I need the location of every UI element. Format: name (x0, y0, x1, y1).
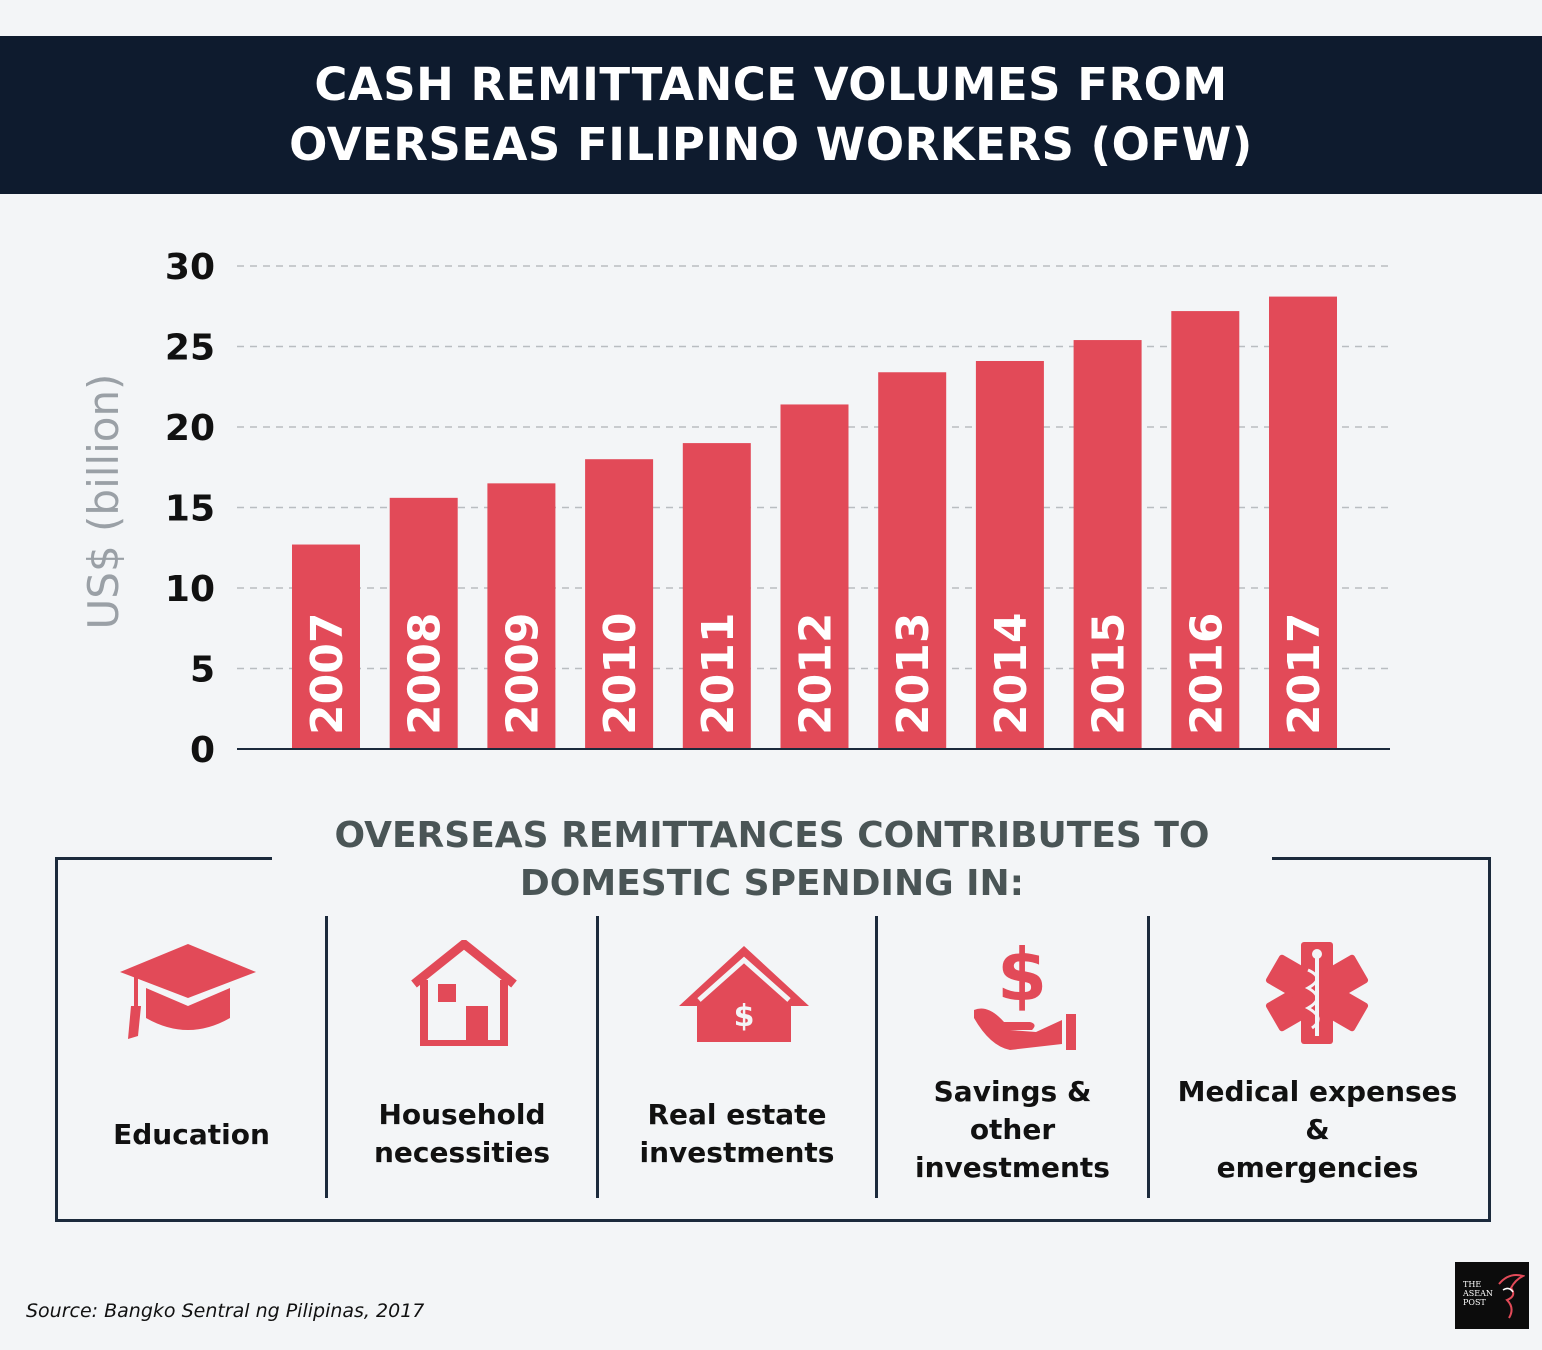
savings-label-line-1: Savings & (933, 1075, 1092, 1108)
logo-line-2: ASEAN (1463, 1289, 1493, 1298)
savings-label-line-3: investments (915, 1151, 1110, 1184)
graduation-cap-icon (120, 944, 256, 1039)
spending-item-medical: Medical expenses & emergencies (1150, 918, 1485, 1198)
y-tick-label: 5 (190, 650, 215, 691)
spending-item-savings: $ Savings & other investments (878, 918, 1147, 1198)
asean-post-logo: THE ASEAN POST (1455, 1262, 1529, 1329)
bar-2011 (682, 443, 751, 749)
household-label-line-1: Household (378, 1098, 546, 1131)
bar-2007 (292, 544, 360, 749)
y-tick-label: 0 (190, 730, 215, 771)
spending-heading: OVERSEAS REMITTANCES CONTRIBUTES TO DOME… (272, 812, 1272, 908)
bar-label-2012: 2012 (791, 613, 842, 735)
medical-star-icon (1265, 942, 1369, 1044)
y-tick-label: 30 (165, 247, 215, 288)
bar-label-2017: 2017 (1279, 613, 1330, 735)
column-divider (1147, 916, 1150, 1198)
title-banner: CASH REMITTANCE VOLUMES FROM OVERSEAS FI… (0, 36, 1542, 194)
house-icon (411, 940, 517, 1046)
education-label-line-1: Education (113, 1118, 270, 1151)
logo-line-3: POST (1463, 1298, 1486, 1307)
bar-label-2010: 2010 (595, 613, 646, 735)
bar-2016 (1171, 311, 1240, 749)
bar-chart: 0 5 10 15 20 25 30 US$ (billion) 2007 2008 2009 201… (79, 247, 1390, 771)
y-tick-label: 10 (165, 569, 215, 610)
y-tick-label: 20 (165, 408, 215, 449)
logo-line-1: THE (1463, 1280, 1482, 1289)
bird-emblem-icon (1498, 1274, 1525, 1319)
column-divider (596, 916, 599, 1198)
bar-label-2015: 2015 (1084, 613, 1135, 735)
bar-2014 (975, 360, 1044, 749)
savings-label-line-2: other (969, 1113, 1056, 1146)
bar-label-2008: 2008 (400, 613, 451, 735)
bar-2013 (878, 372, 947, 749)
bar-2012 (780, 404, 849, 749)
column-divider (325, 916, 328, 1198)
medical-label-line-2: & (1305, 1113, 1330, 1146)
bar-2015 (1073, 340, 1142, 749)
spending-heading-line-1: OVERSEAS REMITTANCES CONTRIBUTES TO (334, 815, 1210, 856)
column-divider (875, 916, 878, 1198)
bar-label-2011: 2011 (693, 613, 744, 735)
real-estate-label-line-1: Real estate (647, 1098, 827, 1131)
svg-text:$: $ (734, 999, 755, 1034)
title-line-1: CASH REMITTANCE VOLUMES FROM (314, 58, 1228, 111)
bar-label-2009: 2009 (497, 613, 548, 735)
bar-label-2013: 2013 (888, 613, 939, 735)
y-tick-label: 25 (165, 328, 215, 369)
title-line-2: OVERSEAS FILIPINO WORKERS (OFW) (289, 118, 1253, 171)
medical-label-line-1: Medical expenses (1177, 1075, 1458, 1108)
real-estate-icon: $ (679, 946, 809, 1042)
y-tick-label: 15 (165, 489, 215, 530)
spending-item-education: Education (58, 918, 325, 1198)
real-estate-label-line-2: investments (639, 1136, 835, 1169)
y-axis-label: US$ (billion) (79, 374, 128, 630)
savings-hand-icon: $ (974, 934, 1076, 1050)
spending-item-household: Household necessities (328, 918, 596, 1198)
medical-label-line-3: emergencies (1216, 1151, 1419, 1184)
spending-item-real-estate: $ Real estate investments (599, 918, 875, 1198)
bar-label-2014: 2014 (986, 613, 1037, 735)
spending-heading-line-2: DOMESTIC SPENDING IN: (519, 863, 1025, 904)
bar-2017 (1269, 296, 1337, 749)
bar-2010 (585, 459, 654, 749)
bar-label-2016: 2016 (1181, 613, 1232, 735)
source-note: Source: Bangko Sentral ng Pilipinas, 201… (26, 1300, 425, 1322)
bar-2008 (389, 497, 458, 749)
bar-label-2007: 2007 (302, 613, 353, 735)
svg-text:$: $ (997, 934, 1047, 1017)
household-label-line-2: necessities (373, 1136, 551, 1169)
bar-2009 (487, 483, 556, 749)
